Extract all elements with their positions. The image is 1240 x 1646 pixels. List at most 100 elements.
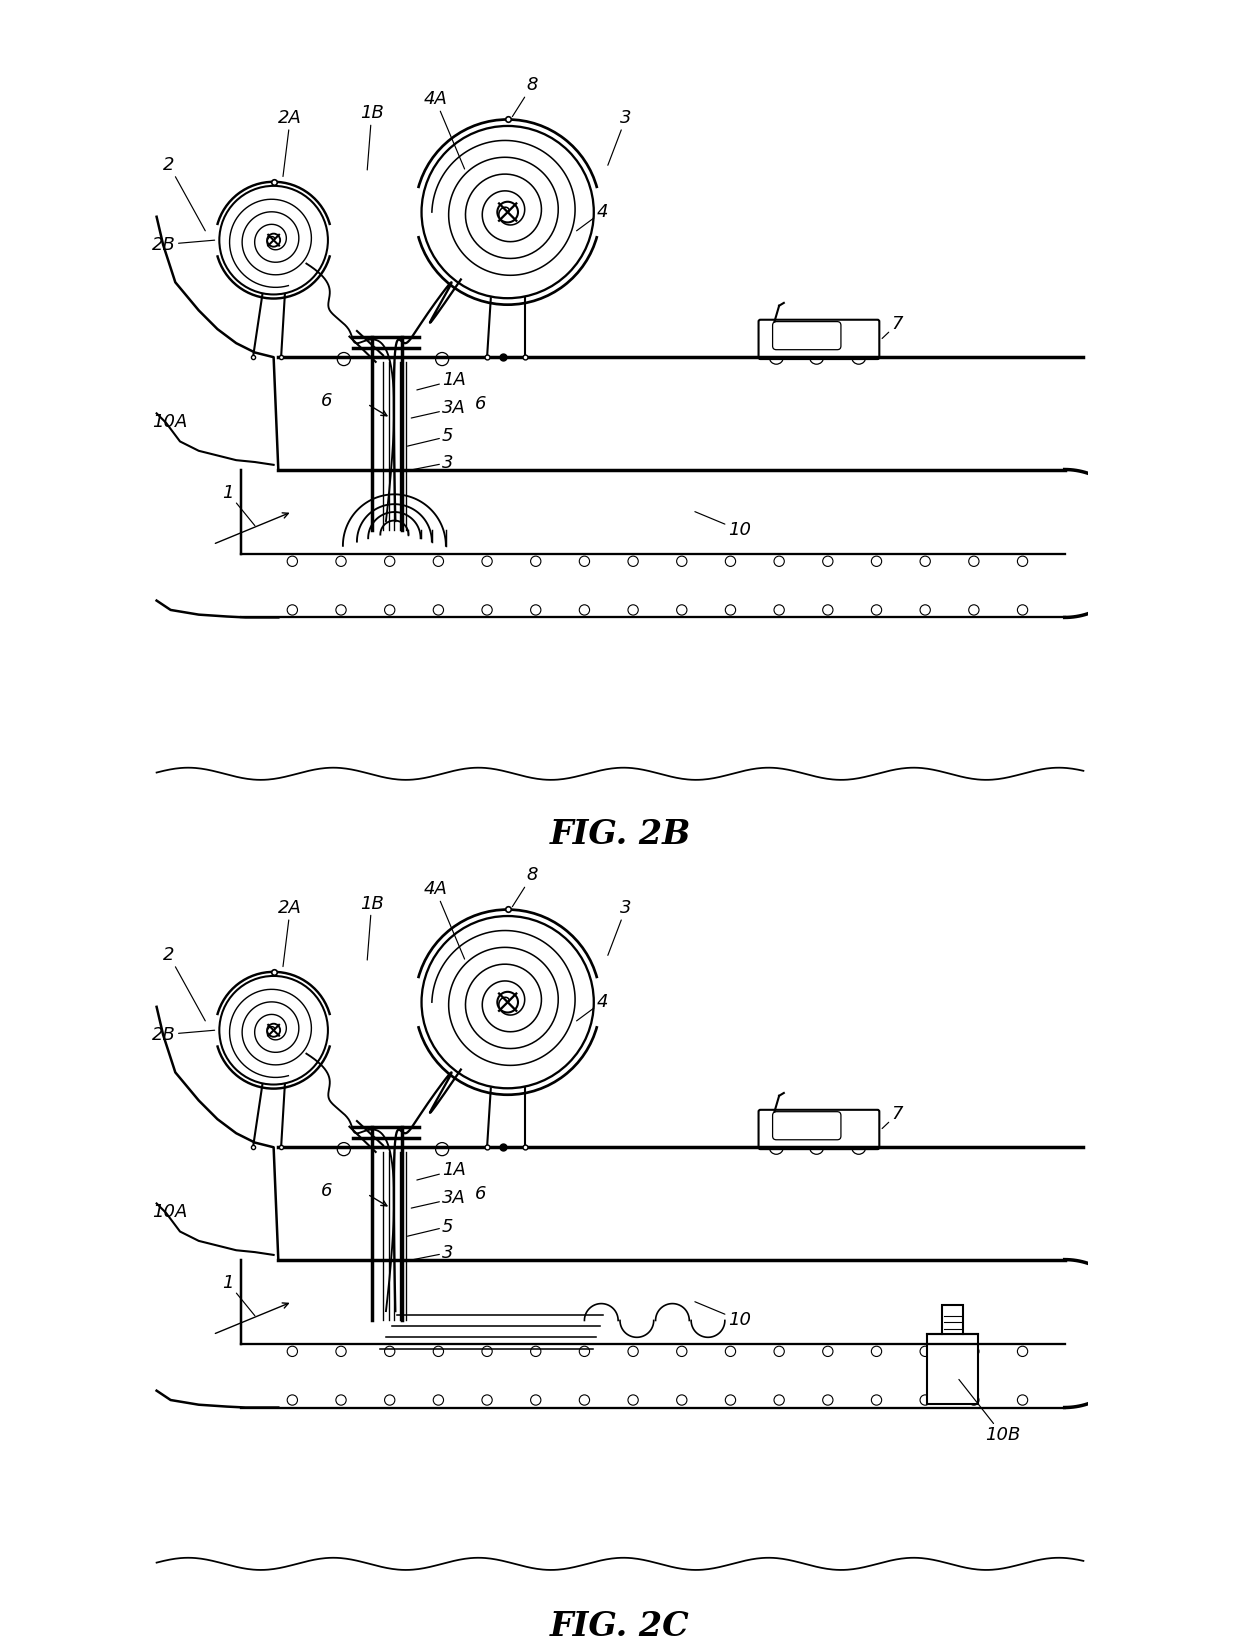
FancyBboxPatch shape: [773, 1111, 841, 1139]
FancyBboxPatch shape: [759, 319, 879, 359]
Text: 4: 4: [577, 993, 608, 1021]
Circle shape: [482, 1394, 492, 1406]
Circle shape: [336, 604, 346, 616]
Text: 1: 1: [222, 1274, 255, 1315]
Text: 10A: 10A: [153, 413, 187, 431]
Circle shape: [872, 1394, 882, 1406]
Circle shape: [968, 1394, 980, 1406]
Circle shape: [579, 1394, 589, 1406]
Circle shape: [725, 1394, 735, 1406]
Circle shape: [677, 1394, 687, 1406]
Circle shape: [531, 1394, 541, 1406]
Text: 8: 8: [512, 866, 538, 907]
Text: 4A: 4A: [423, 91, 465, 170]
Circle shape: [579, 1346, 589, 1356]
Circle shape: [774, 604, 784, 616]
Circle shape: [627, 1394, 639, 1406]
Circle shape: [336, 1346, 346, 1356]
Text: 3: 3: [608, 899, 631, 955]
Bar: [926, 1333, 978, 1404]
Circle shape: [774, 1394, 784, 1406]
Text: 2A: 2A: [278, 109, 303, 176]
Circle shape: [579, 604, 589, 616]
Circle shape: [822, 604, 833, 616]
Text: 1: 1: [222, 484, 255, 525]
Circle shape: [435, 1142, 449, 1155]
Circle shape: [531, 604, 541, 616]
Circle shape: [627, 1346, 639, 1356]
Circle shape: [482, 604, 492, 616]
Circle shape: [872, 604, 882, 616]
Circle shape: [677, 556, 687, 566]
Bar: [942, 1305, 962, 1333]
Text: 4A: 4A: [423, 881, 465, 960]
Text: 2B: 2B: [153, 1025, 215, 1044]
Circle shape: [810, 1141, 823, 1154]
Circle shape: [482, 1346, 492, 1356]
Circle shape: [769, 1141, 784, 1154]
Circle shape: [384, 1346, 394, 1356]
FancyBboxPatch shape: [773, 321, 841, 349]
Text: 3A: 3A: [412, 400, 466, 418]
Circle shape: [627, 556, 639, 566]
Text: 2: 2: [164, 946, 206, 1021]
Circle shape: [725, 604, 735, 616]
Circle shape: [433, 1394, 444, 1406]
Circle shape: [774, 1346, 784, 1356]
Circle shape: [531, 1346, 541, 1356]
Circle shape: [968, 604, 980, 616]
Text: 6: 6: [475, 395, 486, 413]
Text: 3A: 3A: [412, 1190, 466, 1208]
Text: 7: 7: [882, 1104, 903, 1129]
Circle shape: [337, 1142, 351, 1155]
Circle shape: [1017, 1394, 1028, 1406]
Circle shape: [1017, 1346, 1028, 1356]
Circle shape: [627, 604, 639, 616]
Text: 1B: 1B: [360, 104, 383, 170]
Text: 1A: 1A: [417, 1162, 466, 1180]
Circle shape: [810, 351, 823, 364]
Circle shape: [433, 1346, 444, 1356]
Text: 10A: 10A: [153, 1203, 187, 1221]
Text: 5: 5: [408, 428, 454, 446]
Text: 3: 3: [404, 1244, 454, 1262]
Circle shape: [435, 352, 449, 365]
Circle shape: [336, 1394, 346, 1406]
Text: 8: 8: [512, 76, 538, 117]
Text: 2: 2: [164, 156, 206, 230]
Circle shape: [384, 556, 394, 566]
Circle shape: [872, 556, 882, 566]
Circle shape: [288, 1394, 298, 1406]
Circle shape: [384, 1394, 394, 1406]
Circle shape: [920, 604, 930, 616]
Circle shape: [433, 604, 444, 616]
Text: 3: 3: [608, 109, 631, 165]
Text: 10: 10: [694, 512, 750, 538]
Circle shape: [822, 556, 833, 566]
Circle shape: [725, 1346, 735, 1356]
Circle shape: [822, 1346, 833, 1356]
Circle shape: [1017, 604, 1028, 616]
Circle shape: [288, 556, 298, 566]
Text: 4: 4: [577, 202, 608, 230]
Circle shape: [337, 352, 351, 365]
Circle shape: [384, 604, 394, 616]
Circle shape: [968, 1346, 980, 1356]
Circle shape: [968, 556, 980, 566]
Circle shape: [920, 1346, 930, 1356]
Circle shape: [482, 556, 492, 566]
Circle shape: [725, 556, 735, 566]
Circle shape: [822, 1394, 833, 1406]
Text: FIG. 2C: FIG. 2C: [551, 1610, 689, 1643]
Text: 7: 7: [882, 314, 903, 339]
Circle shape: [288, 604, 298, 616]
Text: 6: 6: [475, 1185, 486, 1203]
Text: 10: 10: [694, 1302, 750, 1328]
Text: 1B: 1B: [360, 894, 383, 960]
Text: 2B: 2B: [153, 235, 215, 253]
Text: FIG. 2B: FIG. 2B: [549, 818, 691, 851]
Circle shape: [288, 1346, 298, 1356]
Text: 6: 6: [320, 392, 332, 410]
Circle shape: [852, 1141, 866, 1154]
Circle shape: [677, 604, 687, 616]
